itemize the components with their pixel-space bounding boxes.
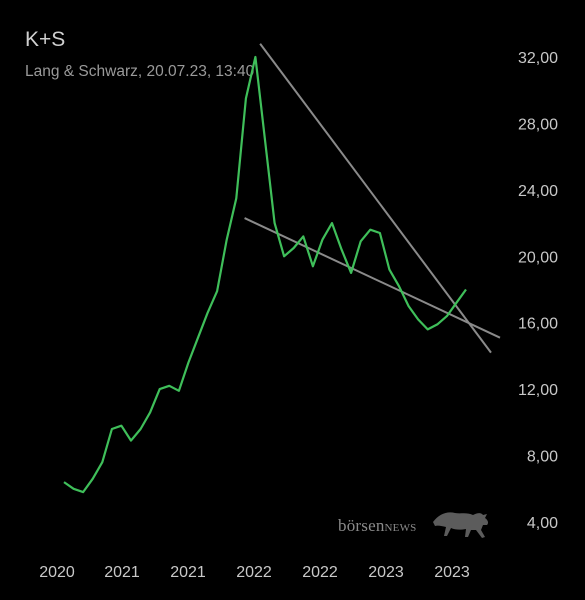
x-tick-label: 2021 xyxy=(170,564,206,581)
chart-title: K+S xyxy=(25,28,66,51)
trend-line xyxy=(259,43,492,354)
x-tick-label: 2022 xyxy=(236,564,272,581)
y-tick-label: 24,00 xyxy=(518,183,558,200)
y-tick-label: 16,00 xyxy=(518,316,558,333)
y-tick-label: 4,00 xyxy=(527,515,558,532)
trend-lines xyxy=(244,43,501,354)
y-tick-label: 32,00 xyxy=(518,50,558,67)
x-tick-label: 2020 xyxy=(39,564,75,581)
y-tick-label: 12,00 xyxy=(518,382,558,399)
x-tick-label: 2021 xyxy=(104,564,140,581)
watermark: börsennews xyxy=(338,516,417,536)
price-line xyxy=(63,55,467,494)
y-tick-label: 20,00 xyxy=(518,249,558,266)
chart-subtitle: Lang & Schwarz, 20.07.23, 13:40 xyxy=(25,63,255,80)
x-tick-label: 2023 xyxy=(434,564,470,581)
x-tick-label: 2023 xyxy=(368,564,404,581)
y-tick-label: 28,00 xyxy=(518,116,558,133)
watermark-text-caps: news xyxy=(384,518,417,535)
trend-line xyxy=(244,217,501,339)
y-axis-labels: 4,00 8,00 12,00 16,00 20,00 24,00 28,00 32,00 xyxy=(518,50,558,532)
bull-icon xyxy=(433,512,489,538)
watermark-text: börsen xyxy=(338,516,385,535)
price-series xyxy=(63,55,467,494)
y-tick-label: 8,00 xyxy=(527,449,558,466)
x-tick-label: 2022 xyxy=(302,564,338,581)
x-axis-labels: 2020 2021 2021 2022 2022 2023 2023 xyxy=(39,564,470,581)
